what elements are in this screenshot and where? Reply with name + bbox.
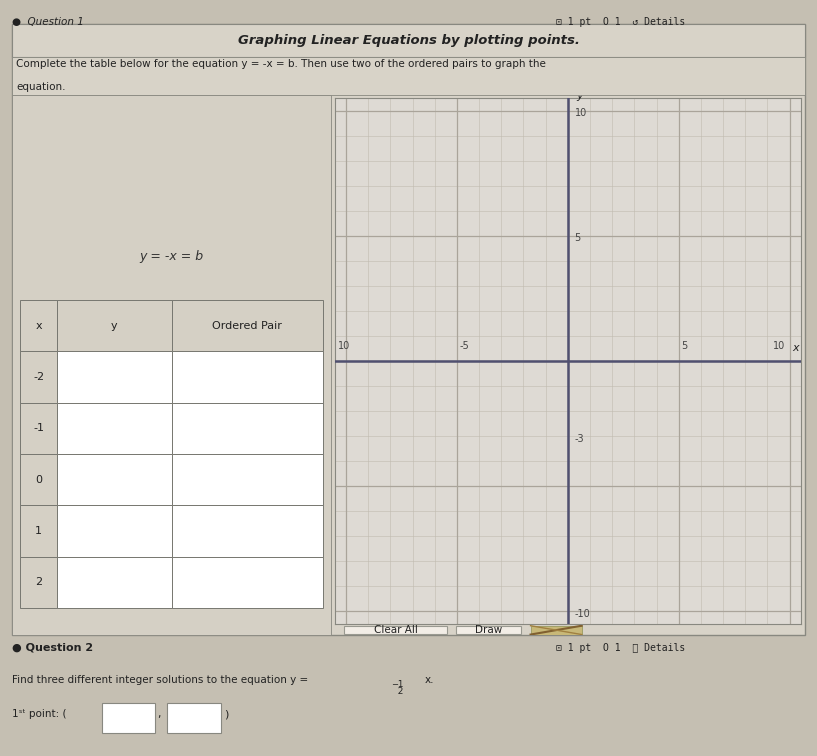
Text: 10: 10 xyxy=(574,108,587,118)
Text: Clear All: Clear All xyxy=(373,625,417,635)
Text: Complete the table below for the equation y = -x = b. Then use two of the ordere: Complete the table below for the equatio… xyxy=(16,59,547,70)
Text: 10: 10 xyxy=(338,341,350,351)
Text: ●  Question 1: ● Question 1 xyxy=(12,17,84,26)
Text: ● Question 2: ● Question 2 xyxy=(12,643,93,652)
Text: Draw: Draw xyxy=(475,625,502,635)
Text: 0: 0 xyxy=(35,475,42,485)
Text: -2: -2 xyxy=(33,372,44,382)
Text: x.: x. xyxy=(425,675,435,686)
Text: 1: 1 xyxy=(35,526,42,536)
Text: -3: -3 xyxy=(574,433,584,444)
Text: 2: 2 xyxy=(392,686,404,696)
Text: x: x xyxy=(792,343,798,354)
Text: y: y xyxy=(577,91,583,101)
Text: Graphing Linear Equations by plotting points.: Graphing Linear Equations by plotting po… xyxy=(238,34,579,47)
Bar xyxy=(530,626,582,634)
Text: y = -x = b: y = -x = b xyxy=(140,250,203,263)
Text: 5: 5 xyxy=(574,234,581,243)
Bar xyxy=(344,626,447,634)
Text: equation.: equation. xyxy=(16,82,66,92)
Bar xyxy=(456,626,521,634)
Text: Find three different integer solutions to the equation y =: Find three different integer solutions t… xyxy=(12,675,309,686)
Text: Ordered Pair: Ordered Pair xyxy=(212,321,282,330)
Text: 5: 5 xyxy=(681,341,687,351)
Text: ⊡ 1 pt  O 1  ↺ Details: ⊡ 1 pt O 1 ↺ Details xyxy=(556,17,685,26)
Text: -1: -1 xyxy=(33,423,44,433)
Text: ─: ─ xyxy=(392,680,397,689)
Text: ⊡ 1 pt  O 1  ⓘ Details: ⊡ 1 pt O 1 ⓘ Details xyxy=(556,643,685,652)
Text: 1ˢᵗ point: (: 1ˢᵗ point: ( xyxy=(12,709,67,720)
Text: 10: 10 xyxy=(773,341,785,351)
Text: x: x xyxy=(35,321,42,330)
Text: y: y xyxy=(111,321,118,330)
Text: -10: -10 xyxy=(574,609,590,618)
Text: -5: -5 xyxy=(459,341,469,351)
Text: ): ) xyxy=(224,709,228,720)
Text: 2: 2 xyxy=(35,578,42,587)
Text: ,: , xyxy=(158,709,161,720)
Text: 1: 1 xyxy=(392,680,404,689)
